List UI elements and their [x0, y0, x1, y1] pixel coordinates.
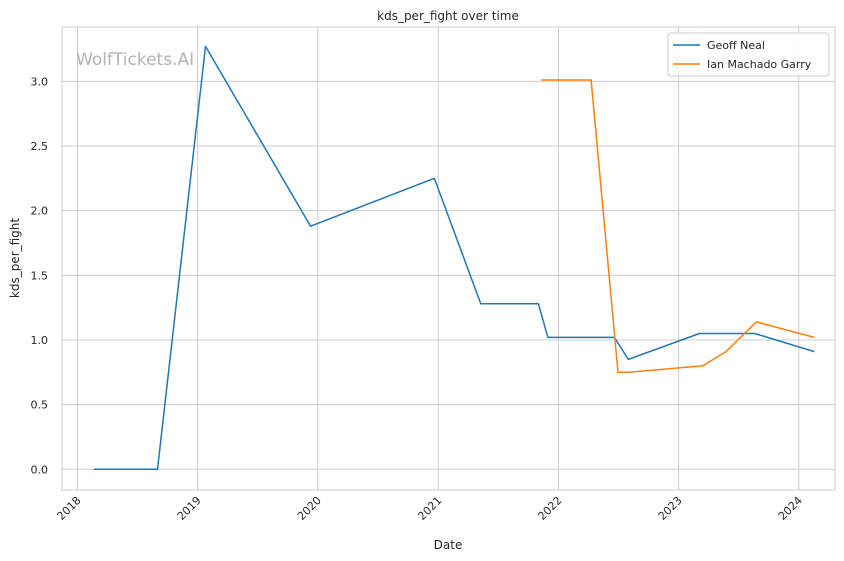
watermark-text: WolfTickets.AI	[76, 50, 194, 70]
y-tick-label: 1.5	[31, 269, 49, 282]
plot-frame	[61, 26, 836, 491]
legend-label-ian-machado-garry: Ian Machado Garry	[707, 58, 812, 71]
legend: Geoff Neal Ian Machado Garry	[667, 32, 830, 77]
y-tick-label: 1.0	[31, 334, 49, 347]
series-layer	[93, 45, 815, 471]
legend-label-geoff-neal: Geoff Neal	[707, 39, 765, 52]
y-tick-label: 2.5	[31, 140, 49, 153]
grid	[62, 27, 835, 490]
x-axis-title: Date	[434, 538, 463, 552]
y-tick-label: 0.5	[31, 399, 49, 412]
y-tick-label: 3.0	[31, 75, 49, 88]
y-axis-title: kds_per_fight	[8, 218, 22, 299]
legend-box	[667, 32, 830, 77]
y-tick-label: 0.0	[31, 463, 49, 476]
y-tick-labels: 0.0 0.5 1.0 1.5 2.0 2.5 3.0	[31, 75, 49, 476]
y-tick-label: 2.0	[31, 205, 49, 218]
chart-title: kds_per_fight over time	[377, 9, 519, 23]
series-line-ian-machado-garry	[541, 79, 815, 374]
series-line-geoff-neal	[93, 45, 815, 471]
